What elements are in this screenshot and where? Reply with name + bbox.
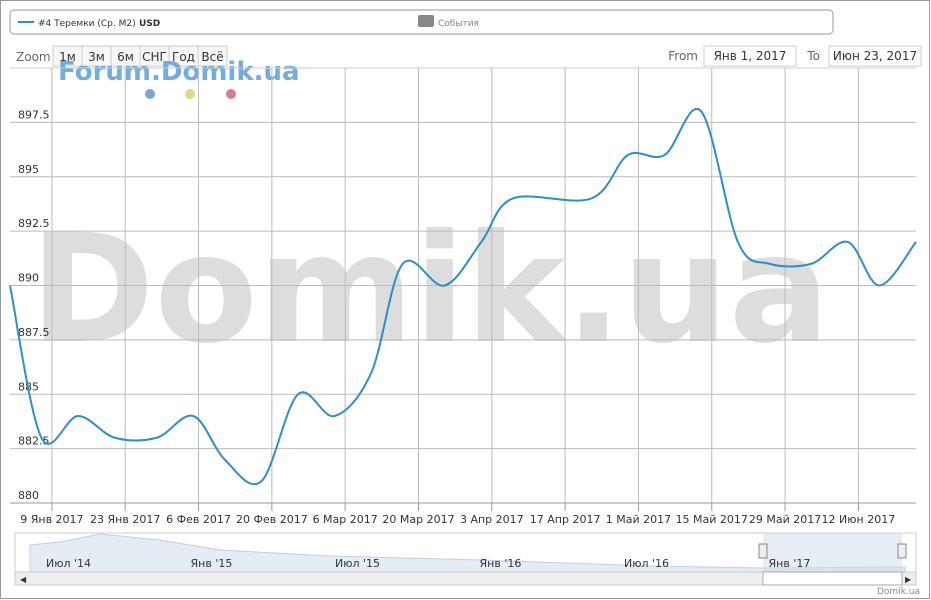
y-tick-label: 890 — [18, 272, 39, 285]
scroll-right[interactable]: ▶ — [905, 575, 912, 584]
series-line — [9, 107, 917, 485]
zoom-button-label: Всё — [201, 50, 223, 64]
dot — [145, 89, 155, 99]
legend-label[interactable]: #4 Теремки (Ср. М2) — [38, 19, 136, 29]
nav-handle[interactable] — [758, 543, 768, 559]
to-value: Июн 23, 2017 — [833, 49, 917, 63]
y-tick-label: 895 — [18, 163, 39, 176]
y-tick-label: 880 — [18, 489, 39, 502]
watermark: Domik.ua — [30, 203, 830, 377]
navigator-label: Янв '17 — [769, 557, 811, 570]
navigator-label: Янв '15 — [191, 557, 233, 570]
dot — [185, 89, 195, 99]
x-tick-label: 12 Июн 2017 — [822, 513, 896, 526]
x-tick-label: 9 Янв 2017 — [20, 513, 83, 526]
credit[interactable]: Domik.ua — [877, 587, 920, 597]
events-swatch — [418, 15, 434, 27]
zoom-button[interactable] — [197, 45, 228, 67]
zoom-button-label: 1м — [59, 50, 76, 64]
dot — [226, 89, 236, 99]
nav-handle[interactable] — [897, 543, 907, 559]
x-tick-label: 1 Май 2017 — [606, 513, 671, 526]
y-tick-label: 892.5 — [18, 217, 50, 230]
x-tick-label: 17 Апр 2017 — [530, 513, 601, 526]
x-tick-label: 20 Мар 2017 — [382, 513, 454, 526]
zoom-button-label: 3м — [88, 50, 105, 64]
navigator-selection[interactable] — [763, 533, 902, 572]
navigator-label: Июл '14 — [46, 557, 91, 570]
y-tick-label: 887.5 — [18, 326, 50, 339]
zoom-button-label: 6м — [117, 50, 134, 64]
x-tick-label: 15 Май 2017 — [676, 513, 748, 526]
legend-unit: USD — [139, 19, 160, 29]
scroll-left[interactable]: ◀ — [20, 575, 27, 584]
to-label: To — [806, 49, 820, 63]
navigator-label: Июл '15 — [335, 557, 380, 570]
from-value: Янв 1, 2017 — [714, 49, 787, 63]
x-tick-label: 20 Фев 2017 — [236, 513, 308, 526]
forum-watermark: Forum.Domik.ua — [58, 57, 300, 87]
zoom-button-label: Год — [172, 50, 195, 64]
navigator-label: Янв '16 — [480, 557, 522, 570]
events-label[interactable]: События — [438, 19, 479, 29]
from-input[interactable] — [703, 45, 797, 67]
scrollbar[interactable] — [14, 571, 917, 586]
x-tick-label: 29 Май 2017 — [749, 513, 821, 526]
navigator-label: Июл '16 — [624, 557, 669, 570]
x-tick-label: 3 Апр 2017 — [460, 513, 524, 526]
zoom-button-label: СНГ — [142, 50, 167, 64]
x-tick-label: 23 Янв 2017 — [90, 513, 160, 526]
scrollbar-thumb[interactable] — [762, 571, 903, 586]
from-label: From — [668, 49, 698, 63]
zoom-label: Zoom — [16, 50, 51, 64]
x-tick-label: 6 Фев 2017 — [166, 513, 231, 526]
y-tick-label: 897.5 — [18, 108, 50, 121]
x-tick-label: 6 Мар 2017 — [313, 513, 378, 526]
to-input[interactable] — [828, 45, 922, 67]
